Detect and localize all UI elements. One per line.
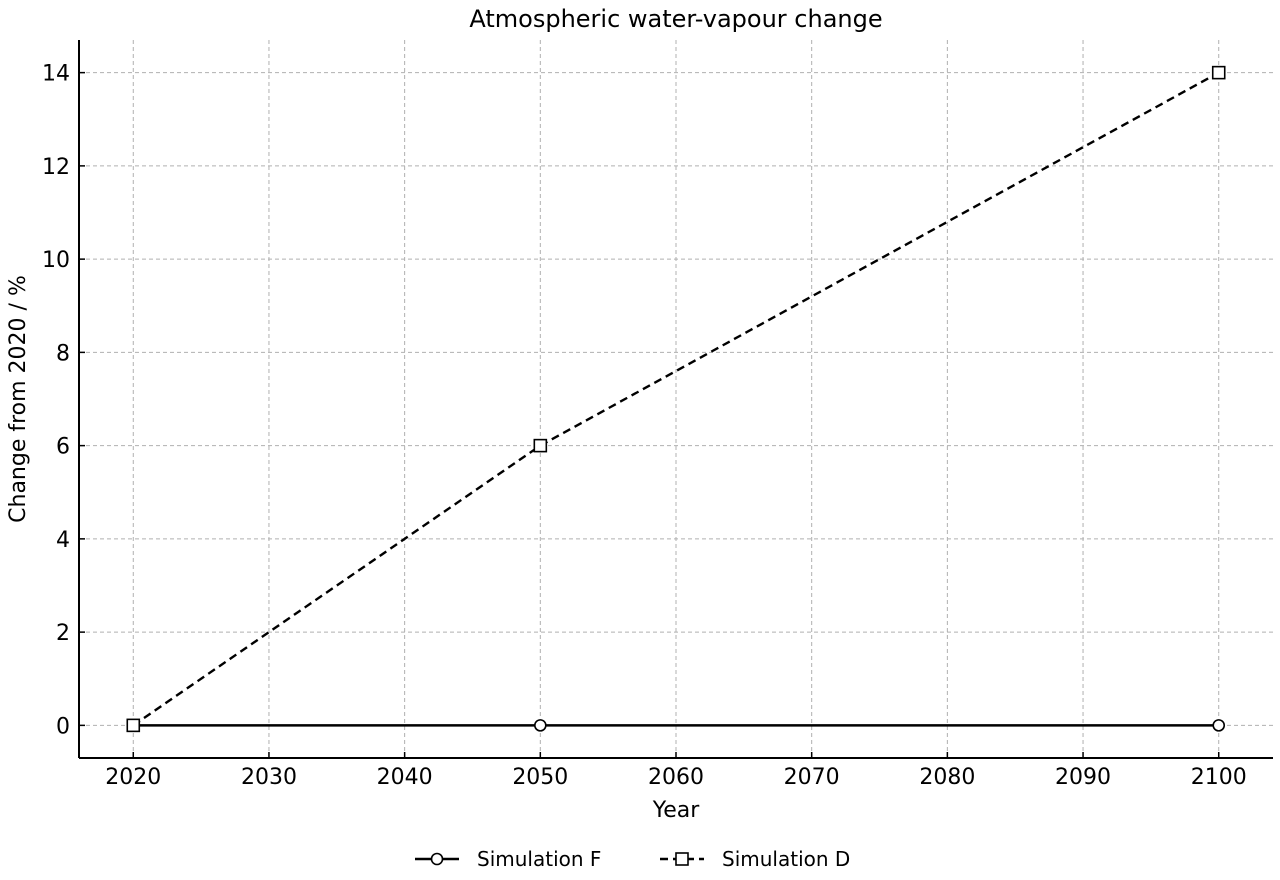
x-tick-label: 2100 (1191, 765, 1247, 790)
legend-marker-circle (430, 852, 444, 866)
data-point-square (533, 438, 548, 453)
data-point-circle (534, 719, 547, 732)
y-tick-label: 10 (42, 248, 70, 273)
legend-marker-square (675, 852, 689, 866)
y-tick-label: 4 (56, 528, 70, 553)
y-tick-label: 12 (42, 155, 70, 180)
x-tick-label: 2090 (1055, 765, 1111, 790)
data-point-square (1211, 65, 1226, 80)
legend-item: Simulation F (415, 847, 601, 871)
y-tick-label: 2 (56, 621, 70, 646)
legend: Simulation F Simulation D (415, 847, 850, 871)
x-axis-label: Year (652, 798, 701, 823)
x-tick-label: 2070 (784, 765, 840, 790)
y-axis-label: Change from 2020 / % (6, 275, 31, 523)
y-tick-label: 8 (56, 341, 70, 366)
legend-item: Simulation D (660, 847, 850, 871)
x-tick-label: 2020 (105, 765, 161, 790)
y-tick-label: 6 (56, 435, 70, 460)
y-tick-label: 14 (42, 62, 70, 87)
series-1 (126, 65, 1226, 733)
ticks: 2020 2030 2040 2050 2060 2070 2080 2090 2100 0 2 4 6… (42, 62, 1247, 790)
x-tick-label: 2040 (377, 765, 433, 790)
chart-title: Atmospheric water-vapour change (469, 5, 882, 33)
data-point-square (126, 718, 141, 733)
legend-label: Simulation D (722, 847, 850, 871)
x-tick-label: 2060 (648, 765, 704, 790)
x-tick-label: 2080 (919, 765, 975, 790)
series (126, 65, 1226, 733)
grid (79, 40, 1273, 758)
x-tick-label: 2050 (512, 765, 568, 790)
legend-label: Simulation F (477, 847, 601, 871)
x-tick-label: 2030 (241, 765, 297, 790)
y-tick-label: 0 (56, 714, 70, 739)
data-point-circle (1212, 719, 1226, 732)
